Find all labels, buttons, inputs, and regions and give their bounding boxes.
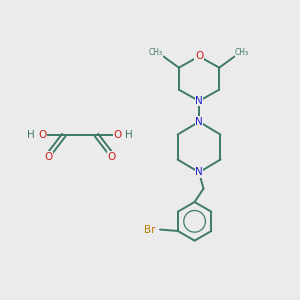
Text: O: O [195,51,203,62]
Text: H: H [125,130,133,140]
Text: O: O [108,152,116,161]
Text: O: O [114,130,122,140]
Text: N: N [195,96,203,106]
Text: Br: Br [144,224,155,235]
Text: O: O [38,130,46,140]
Text: CH₃: CH₃ [149,48,163,57]
Text: CH₃: CH₃ [235,48,249,57]
Text: H: H [27,130,35,140]
Text: N: N [195,167,203,177]
Text: O: O [44,152,52,161]
Text: N: N [195,117,203,127]
